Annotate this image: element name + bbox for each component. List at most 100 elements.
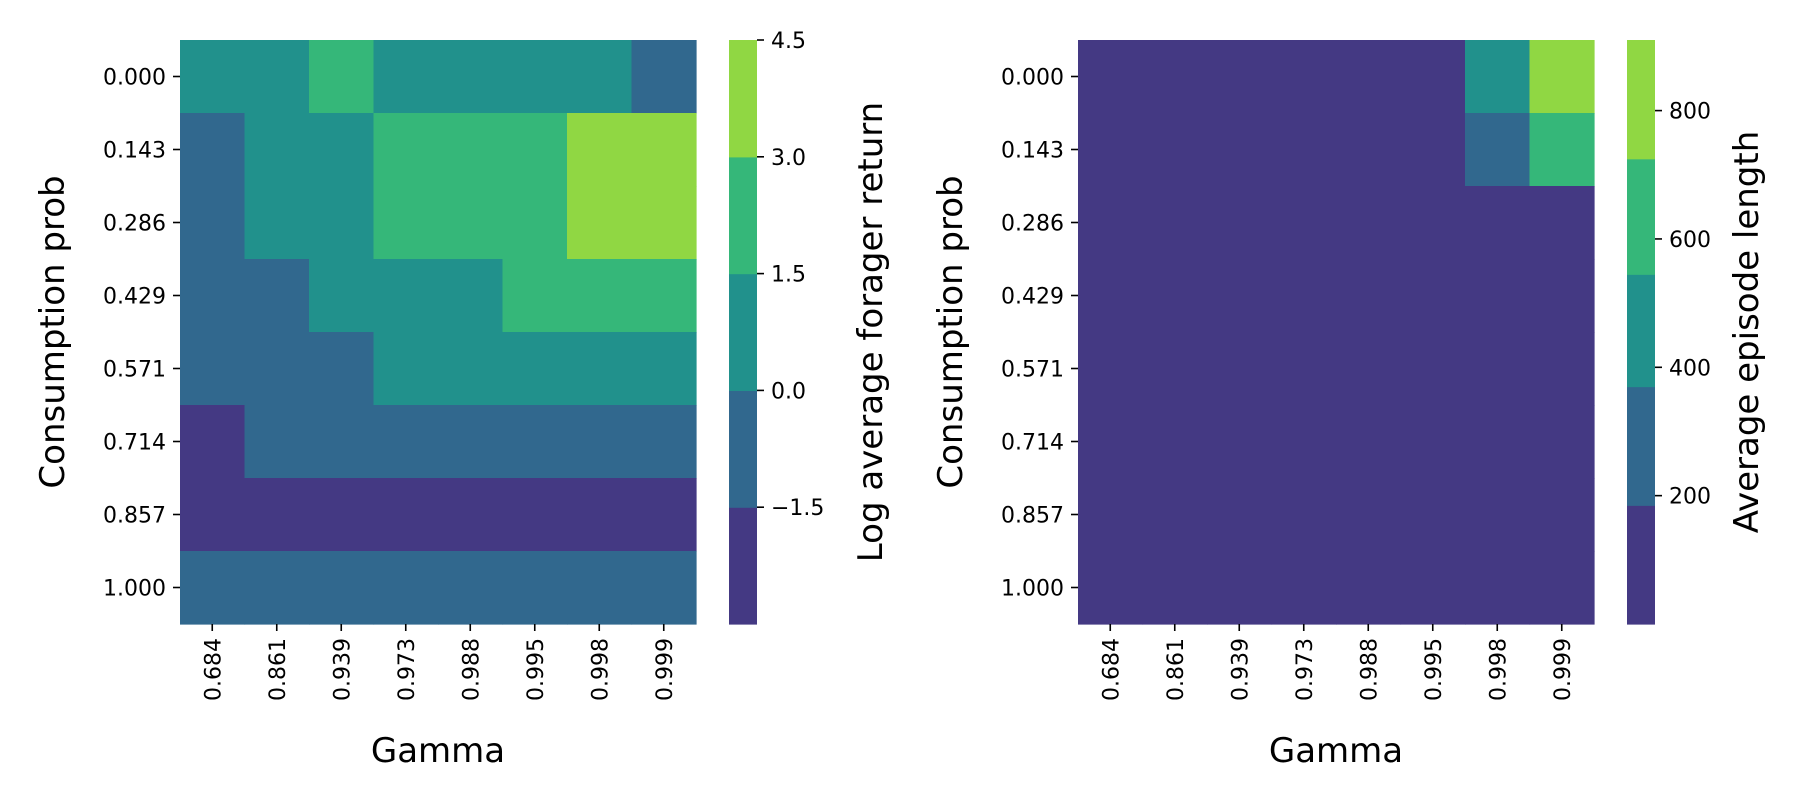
heatmap-cell <box>1142 259 1208 333</box>
heatmap-cell <box>1400 405 1466 479</box>
heatmap-cell <box>502 259 568 333</box>
heatmap-cell <box>180 405 246 479</box>
heatmap-cell <box>567 332 633 406</box>
x-tick-label: 0.973 <box>1293 638 1318 701</box>
heatmap-cell <box>1142 478 1208 552</box>
y-tick-label: 1.000 <box>103 577 166 602</box>
x-tick-label: 0.861 <box>266 638 291 701</box>
heatmap-cell <box>1336 186 1402 260</box>
heatmap-cell <box>1207 478 1273 552</box>
heatmap-cell <box>373 405 439 479</box>
colorbar-title: Log average forager return <box>851 102 891 562</box>
heatmap-cell <box>373 332 439 406</box>
heatmap-cell <box>1400 478 1466 552</box>
x-tick-label: 0.998 <box>588 638 613 701</box>
colorbar-segment <box>729 273 757 391</box>
heatmap-cell <box>1207 551 1273 625</box>
heatmap-cell <box>502 332 568 406</box>
heatmap-cell <box>244 259 310 333</box>
heatmap-cell <box>1078 113 1144 187</box>
y-axis-title: Consumption prob <box>33 175 73 488</box>
x-axis-title: Gamma <box>371 731 505 771</box>
heatmap-cell <box>631 478 697 552</box>
heatmap-cell <box>1336 551 1402 625</box>
colorbar-tick-label: 4.5 <box>771 29 806 54</box>
y-tick-label: 0.714 <box>1001 431 1064 456</box>
heatmap-cell <box>180 186 246 260</box>
heatmap-cell <box>1465 259 1531 333</box>
y-tick-label: 0.143 <box>103 139 166 164</box>
heatmap-cell <box>1400 113 1466 187</box>
y-tick-label: 0.286 <box>103 212 166 237</box>
heatmap-cell <box>1078 332 1144 406</box>
colorbar-tick-label: 600 <box>1669 228 1711 253</box>
x-tick-label: 0.998 <box>1486 638 1511 701</box>
heatmap-cell <box>309 186 375 260</box>
colorbar-segment <box>1627 158 1655 275</box>
heatmap-cell <box>309 478 375 552</box>
colorbar-segment <box>1627 505 1655 625</box>
heatmap-cell <box>631 186 697 260</box>
colorbar-tick-label: 200 <box>1669 485 1711 510</box>
colorbar-segment <box>1627 40 1655 160</box>
heatmap-cell <box>502 113 568 187</box>
heatmap-cell <box>180 40 246 114</box>
heatmap-cell <box>373 113 439 187</box>
heatmap-cell <box>1271 113 1337 187</box>
heatmap-cell <box>1529 332 1595 406</box>
heatmap-cell <box>631 259 697 333</box>
x-tick-label: 0.988 <box>459 638 484 701</box>
heatmap-cell <box>502 551 568 625</box>
heatmap-cell <box>1078 40 1144 114</box>
heatmap-cell <box>1207 259 1273 333</box>
heatmap-cell <box>567 405 633 479</box>
heatmap-cell <box>244 40 310 114</box>
y-tick-label: 0.857 <box>1001 504 1064 529</box>
y-tick-label: 0.857 <box>103 504 166 529</box>
heatmap-cell <box>1400 259 1466 333</box>
heatmap-cell <box>438 113 504 187</box>
heatmap-cell <box>1271 40 1337 114</box>
heatmap-cell <box>502 186 568 260</box>
y-tick-label: 0.429 <box>1001 285 1064 310</box>
heatmap-cell <box>244 405 310 479</box>
heatmap-cell <box>244 113 310 187</box>
heatmap-cell <box>502 478 568 552</box>
heatmap-cell <box>438 40 504 114</box>
y-tick-label: 0.429 <box>103 285 166 310</box>
heatmap-cell <box>567 551 633 625</box>
colorbar-tick-label: 1.5 <box>771 263 806 288</box>
heatmap-cell <box>438 259 504 333</box>
heatmap-cell <box>1465 113 1531 187</box>
x-tick-label: 0.973 <box>395 638 420 701</box>
heatmap-cell <box>438 186 504 260</box>
heatmap-cell <box>309 405 375 479</box>
heatmap-cell <box>1529 405 1595 479</box>
heatmap-cell <box>373 551 439 625</box>
y-tick-label: 0.286 <box>1001 212 1064 237</box>
heatmap-cell <box>502 405 568 479</box>
heatmap-cell <box>180 551 246 625</box>
colorbar-segment <box>1627 386 1655 506</box>
x-tick-label: 0.995 <box>524 638 549 701</box>
heatmap-cell <box>373 40 439 114</box>
y-tick-label: 0.143 <box>1001 139 1064 164</box>
x-tick-label: 0.999 <box>653 638 678 701</box>
y-axis-title: Consumption prob <box>931 175 971 488</box>
heatmap-cell <box>567 478 633 552</box>
heatmap-cell <box>180 478 246 552</box>
x-tick-label: 0.939 <box>330 638 355 701</box>
colorbar-tick-label: 800 <box>1669 100 1711 125</box>
heatmap-cell <box>1142 40 1208 114</box>
heatmap-cell <box>1078 551 1144 625</box>
colorbar-tick-label: 3.0 <box>771 146 806 171</box>
heatmap-cell <box>1400 332 1466 406</box>
heatmap-cell <box>1142 405 1208 479</box>
x-tick-label: 0.988 <box>1357 638 1382 701</box>
heatmap-cell <box>1465 405 1531 479</box>
heatmap-cell <box>1336 478 1402 552</box>
heatmap-cell <box>567 186 633 260</box>
heatmap-cell <box>309 40 375 114</box>
heatmap-cell <box>567 113 633 187</box>
heatmap-cell <box>1465 551 1531 625</box>
